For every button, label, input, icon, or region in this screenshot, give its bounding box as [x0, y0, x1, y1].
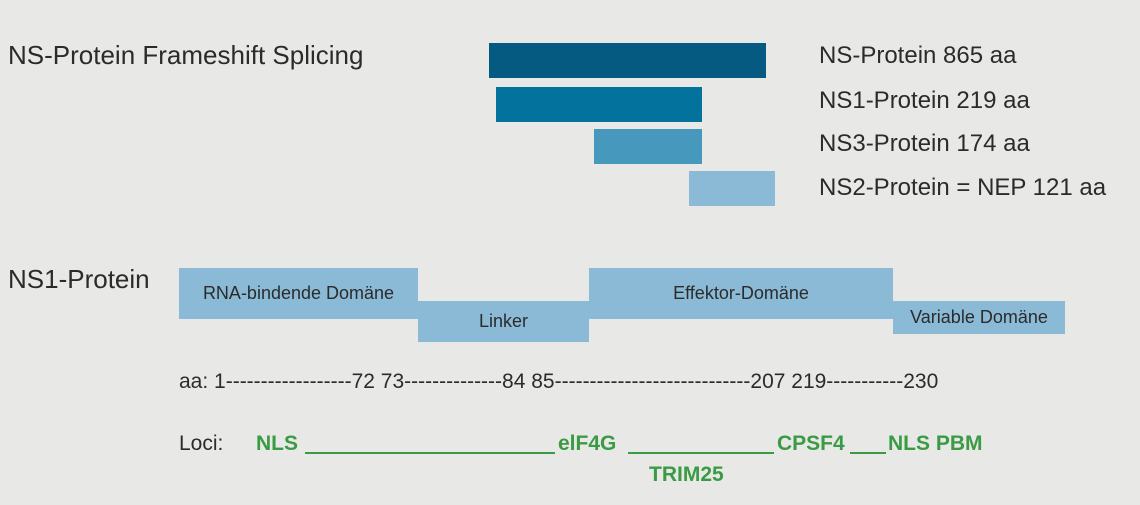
effector-domain: Effektor-Domäne — [589, 268, 893, 319]
ns-protein-bar — [489, 43, 766, 78]
ns3-protein-label: NS3-Protein 174 aa — [819, 130, 1030, 157]
ns2-protein-label: NS2-Protein = NEP 121 aa — [819, 174, 1107, 201]
effector-domain-label: Effektor-Domäne — [673, 283, 809, 303]
linker-domain-label: Linker — [478, 311, 529, 331]
rna-binding-domain-label: RNA-bindende Domäne — [202, 283, 395, 303]
ns1-protein-bar — [496, 87, 702, 122]
ns3-protein-bar — [594, 129, 702, 164]
variable-domain-label: Variable Domäne — [910, 307, 1048, 327]
ns2-protein-bar — [689, 171, 775, 206]
loci-label: Loci: — [179, 432, 224, 455]
locus-cpsf4: CPSF4 — [777, 432, 845, 455]
locus-elf4g: elF4G — [558, 432, 617, 455]
locus-connector-1 — [305, 452, 555, 454]
ns1-title: NS1-Protein — [8, 264, 150, 294]
locus-connector-2 — [628, 452, 774, 454]
rna-binding-domain: RNA-bindende Domäne — [179, 268, 418, 319]
frameshift-title: NS-Protein Frameshift Splicing — [8, 40, 364, 70]
locus-trim25: TRIM25 — [649, 463, 724, 486]
locus-nls-pbm: NLS PBM — [888, 432, 983, 455]
ns-protein-label: NS-Protein 865 aa — [819, 42, 1017, 69]
linker-domain: Linker — [418, 301, 589, 342]
locus-connector-3 — [850, 452, 886, 454]
aa-positions-line: aa: 1------------------72 73------------… — [179, 370, 939, 393]
variable-domain: Variable Domäne — [893, 301, 1065, 334]
ns1-protein-label: NS1-Protein 219 aa — [819, 87, 1030, 114]
locus-nls: NLS — [256, 432, 298, 455]
